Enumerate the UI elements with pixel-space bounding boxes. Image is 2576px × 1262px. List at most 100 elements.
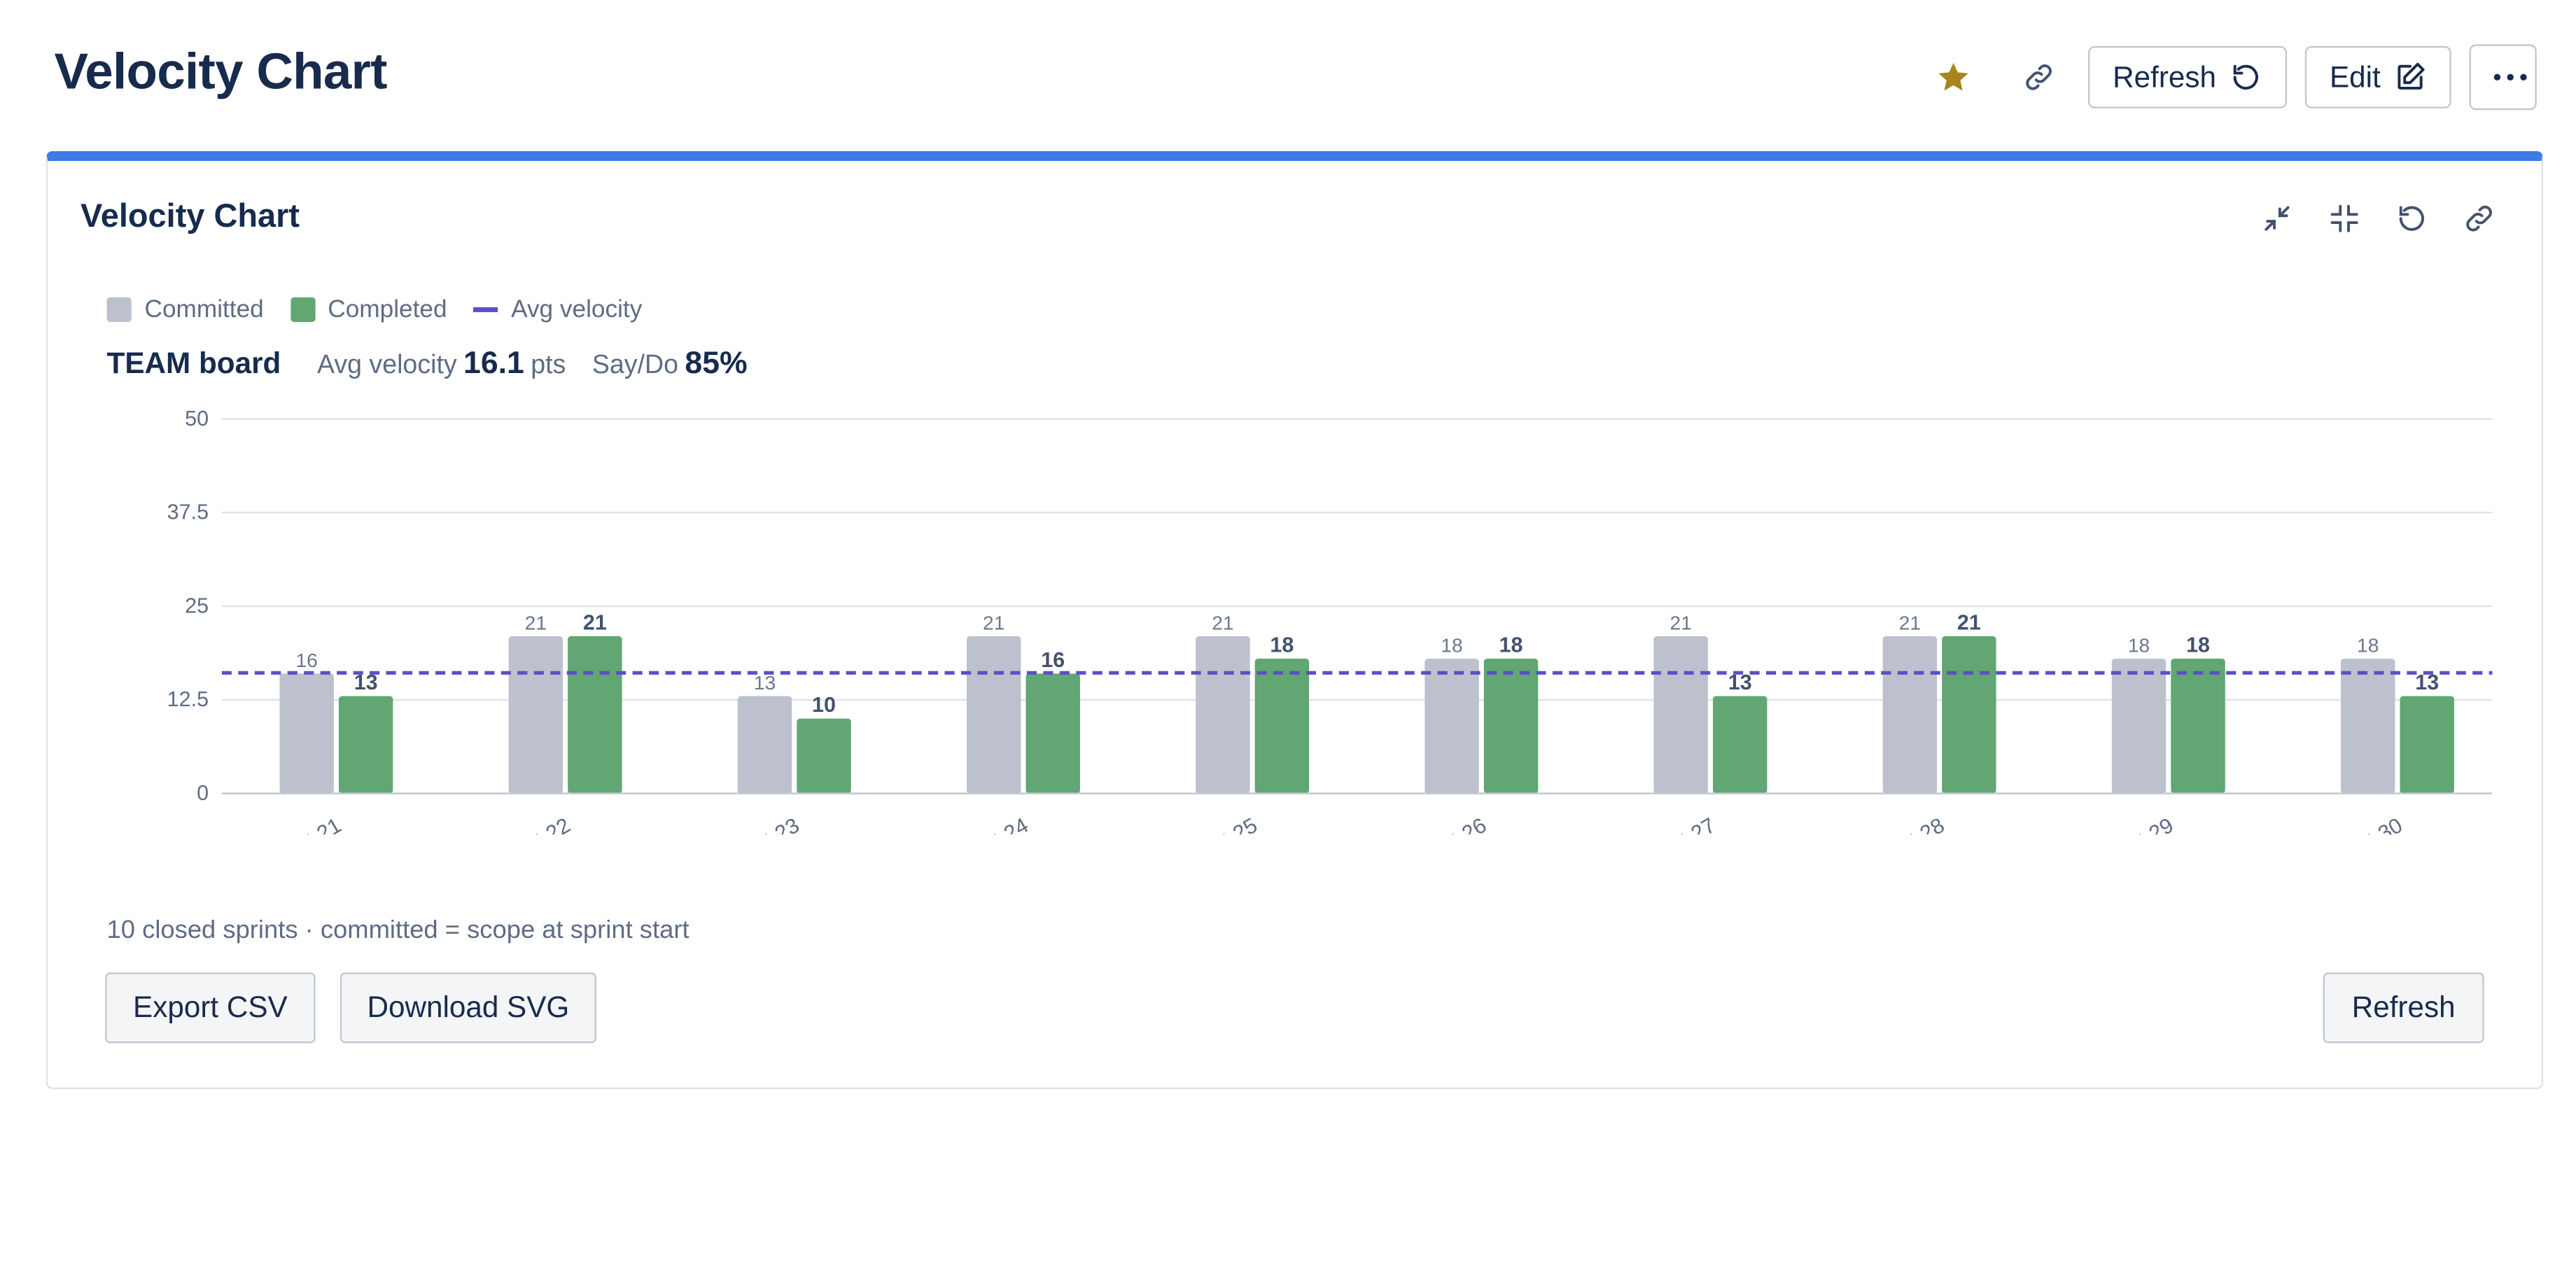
reset-button[interactable] — [2386, 192, 2438, 245]
x-tick-label: Sprint 30 — [2320, 813, 2407, 834]
committed-bar[interactable] — [508, 636, 564, 794]
reset-icon — [2399, 206, 2424, 231]
committed-bar[interactable] — [1196, 636, 1250, 794]
committed-value-label: 21 — [1212, 612, 1233, 633]
board-name: TEAM board — [106, 346, 281, 380]
y-tick-label: 12.5 — [167, 687, 209, 711]
committed-value-label: 21 — [1899, 612, 1921, 633]
committed-bar[interactable] — [2111, 658, 2166, 794]
velocity-chart-panel: Velocity Chart Committed Completed — [46, 150, 2544, 1090]
committed-value-label: 18 — [1441, 635, 1462, 657]
x-tick-label: Sprint 21 — [260, 813, 346, 834]
refresh-button[interactable]: Refresh — [2087, 45, 2287, 108]
completed-bar[interactable] — [1942, 636, 1996, 794]
committed-value-label: 21 — [983, 612, 1004, 633]
collapse-icon — [2330, 204, 2358, 232]
committed-bar[interactable] — [279, 673, 334, 794]
x-tick-label: Sprint 23 — [718, 813, 804, 834]
completed-value-label: 18 — [1499, 633, 1523, 657]
committed-bar[interactable] — [1653, 636, 1708, 794]
avg-velocity-value: 16.1 — [463, 346, 524, 381]
committed-value-label: 21 — [525, 612, 547, 633]
panel-actions — [2236, 192, 2505, 245]
completed-value-label: 18 — [1270, 633, 1294, 657]
y-tick-label: 37.5 — [167, 500, 209, 524]
x-tick-label: Sprint 22 — [489, 813, 575, 834]
more-horizontal-icon — [2493, 73, 2526, 81]
copy-link-button[interactable] — [2006, 44, 2072, 110]
panel-refresh-button[interactable]: Refresh — [2323, 972, 2484, 1044]
minimize-button[interactable] — [2250, 192, 2303, 245]
completed-value-label: 10 — [812, 693, 836, 717]
download-svg-button[interactable]: Download SVG — [340, 972, 596, 1044]
completed-bar[interactable] — [568, 636, 622, 794]
committed-value-label: 13 — [754, 672, 776, 694]
favorite-button[interactable] — [1920, 44, 1986, 110]
edit-button[interactable]: Edit — [2304, 45, 2451, 108]
link-icon — [2466, 205, 2492, 232]
edit-button-label: Edit — [2329, 59, 2381, 93]
page-toolbar: Refresh Edit — [1920, 44, 2537, 111]
chart-legend: Committed Completed Avg velocity — [106, 295, 668, 324]
legend-completed-label: Completed — [328, 295, 447, 324]
committed-bar[interactable] — [737, 696, 792, 794]
committed-bar[interactable] — [2341, 658, 2395, 794]
velocity-bar-chart: 0 12.5 25 37.5 50 16 13 Sprint 21 21 21 Sprint 22 1… — [167, 407, 2493, 834]
x-tick-label: Sprint 25 — [1175, 813, 1261, 834]
completed-swatch — [290, 297, 315, 323]
committed-bar[interactable] — [1882, 636, 1938, 794]
x-tick-label: Sprint 24 — [946, 813, 1032, 834]
refresh-icon — [2233, 64, 2258, 90]
avg-velocity-label: Avg velocity — [316, 351, 457, 380]
x-tick-label: Sprint 27 — [1634, 813, 1720, 834]
edit-icon — [2398, 62, 2425, 90]
y-tick-label: 25 — [185, 594, 209, 617]
committed-value-label: 21 — [1670, 612, 1692, 633]
completed-bar[interactable] — [338, 696, 393, 794]
y-tick-label: 0 — [197, 781, 209, 805]
chart-footnote: 10 closed sprints · committed = scope at… — [106, 916, 690, 945]
minimize-icon — [2264, 206, 2290, 231]
say-do-label: Say/Do — [592, 351, 679, 380]
committed-swatch — [106, 297, 132, 323]
completed-value-label: 21 — [583, 610, 607, 634]
legend-avg-velocity-label: Avg velocity — [511, 295, 643, 324]
y-tick-label: 50 — [185, 407, 209, 430]
panel-title: Velocity Chart — [80, 198, 300, 235]
legend-avg-velocity[interactable]: Avg velocity — [473, 295, 642, 323]
completed-bar[interactable] — [1026, 673, 1080, 794]
completed-value-label: 21 — [1957, 610, 1981, 634]
x-tick-label: Sprint 26 — [1404, 813, 1490, 834]
page-title: Velocity Chart — [54, 43, 387, 101]
committed-bar[interactable] — [966, 636, 1021, 794]
completed-bar[interactable] — [797, 718, 851, 794]
completed-bar[interactable] — [1483, 658, 1539, 794]
committed-bar[interactable] — [1424, 658, 1479, 794]
collapse-button[interactable] — [2318, 192, 2371, 245]
refresh-button-label: Refresh — [2113, 59, 2217, 93]
completed-bar[interactable] — [2400, 696, 2454, 794]
avg-velocity-unit: pts — [531, 351, 566, 380]
legend-committed[interactable]: Committed — [106, 295, 264, 324]
completed-bar[interactable] — [2171, 658, 2225, 794]
say-do-value: 85% — [685, 346, 748, 381]
x-tick-label: Sprint 28 — [1863, 813, 1949, 834]
committed-value-label: 18 — [2357, 635, 2379, 657]
x-tick-label: Sprint 29 — [2092, 813, 2178, 834]
avg-velocity-swatch — [473, 307, 498, 312]
legend-committed-label: Committed — [144, 295, 264, 324]
committed-value-label: 16 — [296, 650, 318, 671]
completed-value-label: 16 — [1041, 648, 1065, 672]
completed-bar[interactable] — [1712, 696, 1768, 794]
legend-completed[interactable]: Completed — [290, 295, 447, 323]
completed-bar[interactable] — [1254, 658, 1310, 794]
more-actions-button[interactable] — [2469, 44, 2537, 111]
velocity-stats: TEAM board Avg velocity 16.1 pts Say/Do … — [107, 346, 754, 383]
export-csv-button[interactable]: Export CSV — [105, 972, 316, 1044]
panel-link-button[interactable] — [2453, 192, 2505, 245]
committed-value-label: 18 — [2128, 635, 2150, 657]
link-icon — [2026, 64, 2052, 90]
star-icon — [1938, 62, 1968, 91]
completed-value-label: 18 — [2186, 633, 2210, 657]
